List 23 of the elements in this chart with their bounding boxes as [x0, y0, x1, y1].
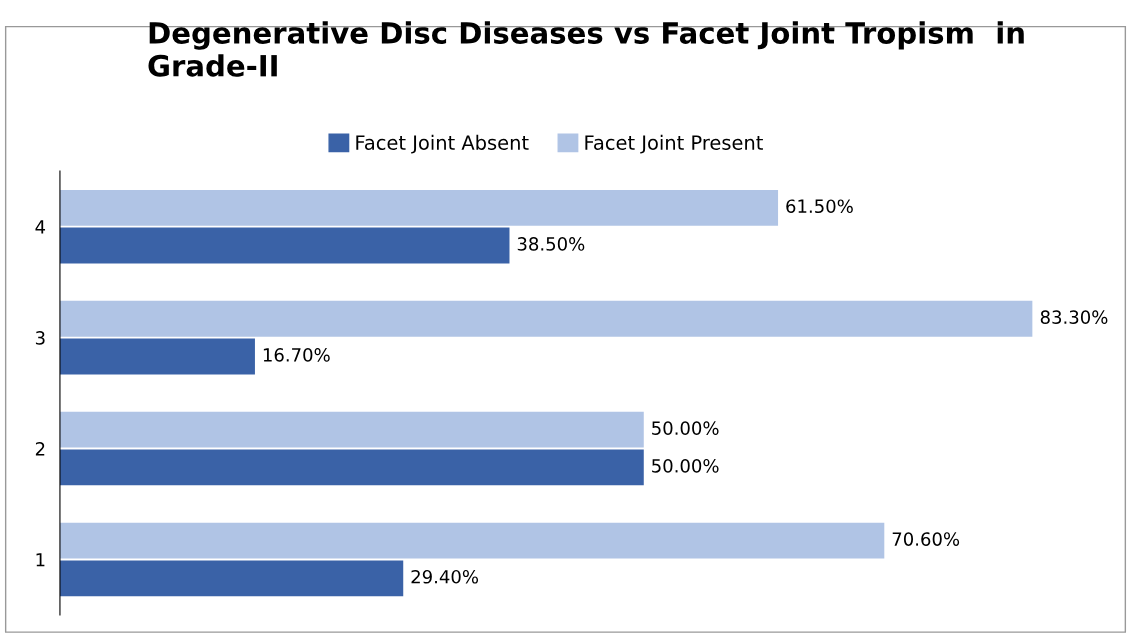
- bar: [59, 560, 404, 597]
- legend-label: Facet Joint Absent: [356, 134, 529, 154]
- y-tick-label: 2: [35, 442, 45, 456]
- bar: [59, 189, 779, 226]
- bar: [59, 300, 1033, 337]
- data-label: 70.60%: [892, 532, 960, 546]
- y-tick-label: 4: [35, 220, 46, 234]
- data-label: 61.50%: [786, 199, 853, 214]
- y-tick-label: 3: [35, 331, 45, 345]
- bar: [59, 449, 644, 486]
- legend-label: Facet Joint Present: [585, 134, 763, 154]
- y-tick-label: 1: [36, 553, 45, 567]
- bar: [59, 227, 510, 264]
- data-label: 50.00%: [652, 421, 719, 435]
- data-label: 38.50%: [517, 237, 585, 251]
- data-label: 83.30%: [1040, 310, 1108, 324]
- bar: [59, 411, 644, 448]
- data-label: 16.70%: [263, 348, 330, 362]
- bar: [59, 522, 885, 559]
- bar: [59, 338, 255, 375]
- data-label: 50.00%: [652, 459, 719, 473]
- data-label: 29.40%: [411, 569, 479, 584]
- chart-title: Degenerative Disc Diseases vs Facet Joint Tropism in Grade-II: [148, 21, 1024, 77]
